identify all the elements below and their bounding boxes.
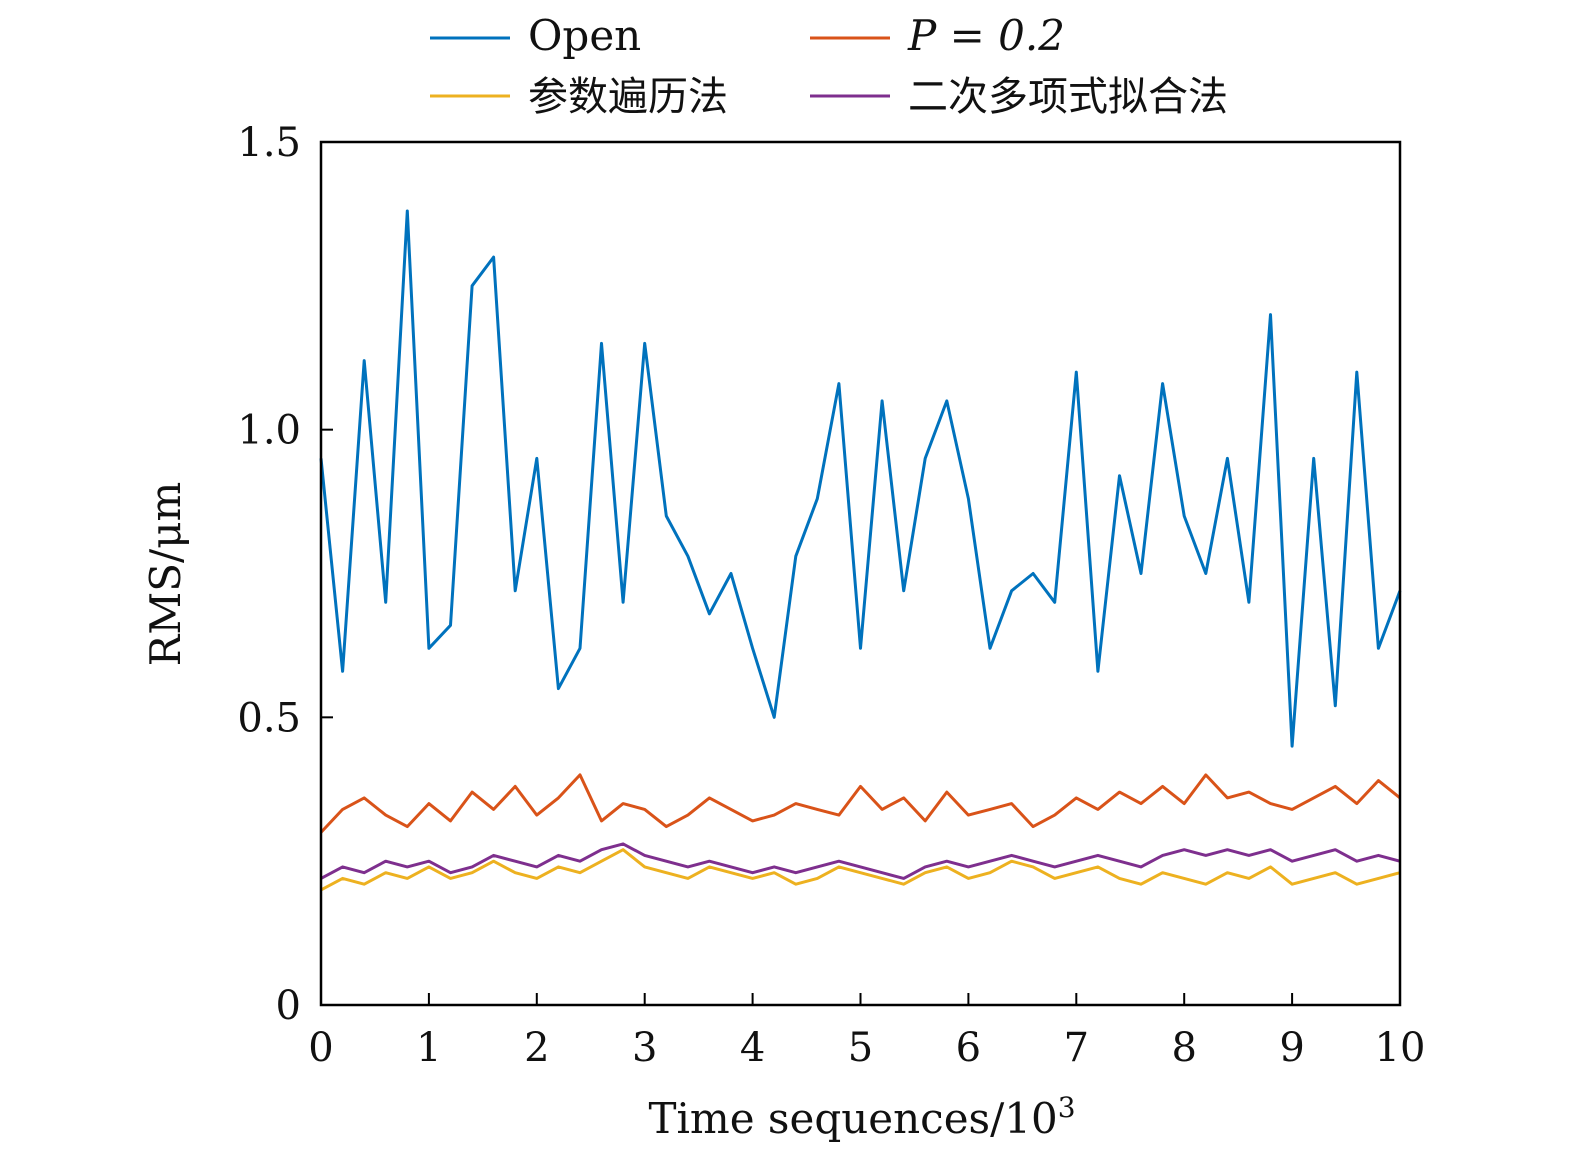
x-tick-label: 7: [1064, 1025, 1089, 1071]
x-tick-label: 4: [740, 1025, 765, 1071]
y-tick-label: 0: [276, 983, 301, 1029]
x-tick-label: 3: [632, 1025, 657, 1071]
x-tick-label: 0: [308, 1025, 333, 1071]
x-axis-title-superscript: 3: [1058, 1091, 1076, 1124]
x-tick-label: 10: [1375, 1025, 1426, 1071]
x-tick-label: 2: [524, 1025, 549, 1071]
series-layer: [319, 209, 1402, 892]
legend-label-quadratic-fit: 二次多项式拟合法: [908, 74, 1228, 120]
x-axis-title: Time sequences/103: [648, 1091, 1075, 1143]
x-tick-label: 9: [1279, 1025, 1304, 1071]
legend-label-param-traversal: 参数遍历法: [528, 74, 728, 120]
y-axis-title: RMS/μm: [141, 482, 190, 667]
series-line-1: [319, 773, 1401, 834]
y-tick-label: 0.5: [237, 695, 301, 741]
series-line-0: [319, 209, 1402, 748]
series-line-3: [320, 842, 1401, 880]
legend-label-p02: P = 0.2: [907, 11, 1065, 60]
y-axis-ticks: 0 0.5 1.0 1.5: [237, 120, 333, 1029]
x-tick-label: 8: [1171, 1025, 1196, 1071]
x-tick-label: 6: [956, 1025, 981, 1071]
x-tick-label: 1: [416, 1025, 441, 1071]
y-tick-label: 1.0: [237, 408, 301, 454]
x-tick-label: 5: [848, 1025, 873, 1071]
x-axis-ticks: 0 1 2 3 4 5 6 7 8 9 10: [308, 993, 1425, 1071]
legend-label-open: Open: [528, 11, 641, 60]
legend: Open P = 0.2 参数遍历法 二次多项式拟合法: [430, 11, 1228, 120]
y-tick-label: 1.5: [237, 120, 301, 166]
series-line-2: [320, 848, 1401, 892]
